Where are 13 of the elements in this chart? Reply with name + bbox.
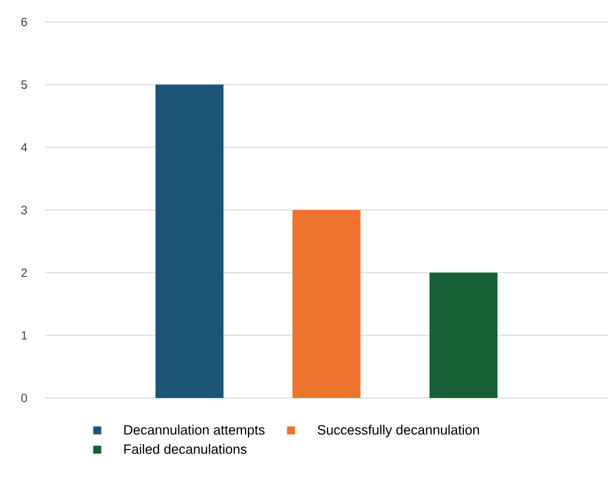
bar — [292, 210, 361, 398]
y-tick-label: 5 — [21, 80, 27, 89]
y-tick-label: 2 — [21, 268, 27, 277]
legend-label: Failed decanulations — [124, 444, 247, 454]
legend-label: Decannulation attempts — [124, 424, 265, 438]
y-tick-label: 0 — [21, 394, 28, 402]
legend-label: Successfully decannulation — [318, 424, 479, 438]
y-tick-label: 6 — [21, 18, 27, 26]
y-tick-label: 3 — [21, 206, 27, 214]
y-tick-label: 1 — [22, 331, 27, 340]
bar — [430, 272, 498, 398]
bar — [156, 84, 224, 398]
y-tick-label: 4 — [21, 143, 28, 152]
